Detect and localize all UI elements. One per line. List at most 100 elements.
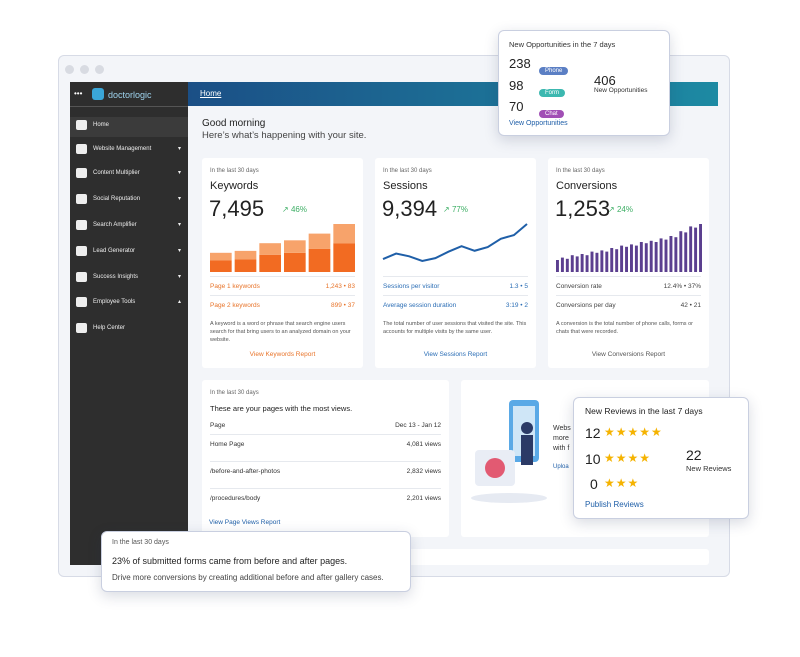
bar bbox=[634, 245, 638, 272]
stars: ★★★★ bbox=[604, 451, 652, 465]
menu-icon bbox=[76, 297, 87, 307]
menu-caret: ▾ bbox=[178, 196, 182, 202]
menu-item[interactable]: Content Multiplier ▾ bbox=[70, 165, 188, 185]
description: A conversion is the total number of phon… bbox=[556, 321, 693, 335]
bar-segment bbox=[308, 248, 331, 272]
menu-caret: ▾ bbox=[178, 274, 182, 280]
stat-value: 3:19 • 2 bbox=[505, 302, 528, 309]
description: A keyword is a word or phrase that searc… bbox=[210, 321, 351, 343]
menu-item[interactable]: Search Amplifier ▾ bbox=[70, 217, 188, 237]
greeting-subtitle: Here’s what’s happening with your site. bbox=[202, 130, 367, 141]
page-views: 2,201 views bbox=[406, 495, 441, 502]
stars: ★★★★★ bbox=[604, 425, 663, 439]
bar bbox=[669, 236, 673, 272]
metric-card: In the last 30 days Sessions 9,394 ↗ 77% Ses… bbox=[375, 158, 536, 368]
card-title: Keywords bbox=[210, 180, 259, 192]
table-header: Dec 13 - Jan 12 bbox=[395, 422, 441, 429]
change: ↗ 24% bbox=[608, 205, 633, 214]
menu-label: Home bbox=[93, 122, 110, 128]
menu-icon bbox=[76, 194, 87, 204]
text: Webs bbox=[553, 425, 571, 432]
menu-dots: ••• bbox=[74, 89, 83, 98]
link[interactable]: View Opportunities bbox=[509, 120, 568, 127]
stat-label: Page 1 keywords bbox=[210, 283, 260, 290]
menu-label: Help Center bbox=[93, 325, 126, 331]
change-value: 24% bbox=[616, 205, 633, 214]
stat-row: Conversions per day 42 • 21 bbox=[556, 295, 701, 314]
count: 12 bbox=[585, 425, 601, 441]
stars: ★★★ bbox=[604, 476, 640, 490]
menu-item[interactable]: Lead Generator ▾ bbox=[70, 243, 188, 263]
menu-caret: ▾ bbox=[178, 170, 182, 176]
bar-segment bbox=[259, 254, 281, 272]
popup-title: New Reviews in the last 7 days bbox=[585, 406, 703, 416]
divider bbox=[70, 106, 188, 107]
count: 0 bbox=[590, 476, 598, 492]
greeting-title: Good morning bbox=[202, 118, 266, 129]
link[interactable]: View Page Views Report bbox=[209, 519, 281, 526]
menu-icon bbox=[76, 120, 87, 130]
change-value: 46% bbox=[290, 205, 307, 214]
bar bbox=[570, 255, 574, 272]
link[interactable]: View Keywords Report bbox=[249, 351, 316, 358]
stat-row: Sessions per visitor 1.3 • 5 bbox=[383, 276, 528, 295]
menu-item[interactable]: Social Reputation ▾ bbox=[70, 191, 188, 211]
bar-segment bbox=[210, 252, 232, 261]
bar bbox=[620, 245, 624, 272]
link[interactable]: View Conversions Report bbox=[591, 351, 666, 358]
menu-icon bbox=[76, 246, 87, 256]
total-label: New Reviews bbox=[686, 464, 732, 473]
bar-segment bbox=[234, 250, 257, 260]
change-value: 77% bbox=[451, 205, 468, 214]
menu-item[interactable]: Help Center bbox=[70, 320, 188, 340]
brand-icon bbox=[92, 88, 104, 100]
period: In the last 30 days bbox=[210, 390, 259, 396]
description: The total number of user sessions that v… bbox=[383, 321, 527, 335]
text: more bbox=[553, 435, 569, 442]
text: with f bbox=[553, 445, 570, 452]
bar bbox=[694, 227, 698, 272]
sparkline bbox=[210, 224, 355, 272]
bar bbox=[654, 242, 658, 272]
page-views-card: In the last 30 days These are your pages… bbox=[202, 380, 449, 537]
menu-caret: ▾ bbox=[178, 146, 182, 152]
popup-title: New Opportunities in the 7 days bbox=[509, 40, 616, 49]
link[interactable]: Uploa bbox=[553, 464, 569, 470]
stat-label: Average session duration bbox=[383, 302, 457, 309]
bar bbox=[615, 249, 619, 272]
count: 10 bbox=[585, 451, 601, 467]
stat-label: Sessions per visitor bbox=[383, 283, 440, 290]
bar bbox=[664, 239, 668, 272]
stat-row: Page 2 keywords 899 • 37 bbox=[210, 295, 355, 314]
menu-label: Search Amplifier bbox=[93, 222, 137, 228]
text: Drive more conversions by creating addit… bbox=[112, 573, 384, 582]
window-dot bbox=[95, 65, 104, 74]
bar bbox=[565, 258, 569, 272]
menu-item[interactable]: Employee Tools ▴ bbox=[70, 294, 188, 314]
headline: 23% of submitted forms came from before … bbox=[112, 556, 348, 566]
menu-item[interactable]: Home bbox=[70, 117, 188, 137]
card-title: Sessions bbox=[383, 180, 428, 192]
tag: Form bbox=[539, 89, 565, 97]
menu-item[interactable]: Success Insights ▾ bbox=[70, 269, 188, 289]
page-path: /procedures/body bbox=[210, 495, 261, 502]
bar-segment bbox=[234, 259, 257, 272]
opportunities-popup: New Opportunities in the 7 days 238 Phon… bbox=[498, 30, 670, 136]
bar bbox=[556, 260, 559, 272]
stat-row: Conversion rate 12.4% • 37% bbox=[556, 276, 701, 295]
window-dot bbox=[65, 65, 74, 74]
bar bbox=[580, 254, 584, 272]
link[interactable]: Publish Reviews bbox=[585, 500, 644, 509]
bar bbox=[649, 240, 653, 272]
count: 70 bbox=[509, 99, 524, 114]
menu-icon bbox=[76, 323, 87, 333]
bar-segment bbox=[333, 243, 355, 272]
menu-caret: ▾ bbox=[178, 222, 182, 228]
stat-value: 1.3 • 5 bbox=[509, 283, 528, 290]
bar-segment bbox=[284, 240, 306, 253]
link[interactable]: View Sessions Report bbox=[423, 351, 488, 358]
menu-caret: ▾ bbox=[178, 248, 182, 254]
breadcrumb[interactable]: Home bbox=[200, 89, 222, 98]
menu-item[interactable]: Website Management ▾ bbox=[70, 141, 188, 161]
